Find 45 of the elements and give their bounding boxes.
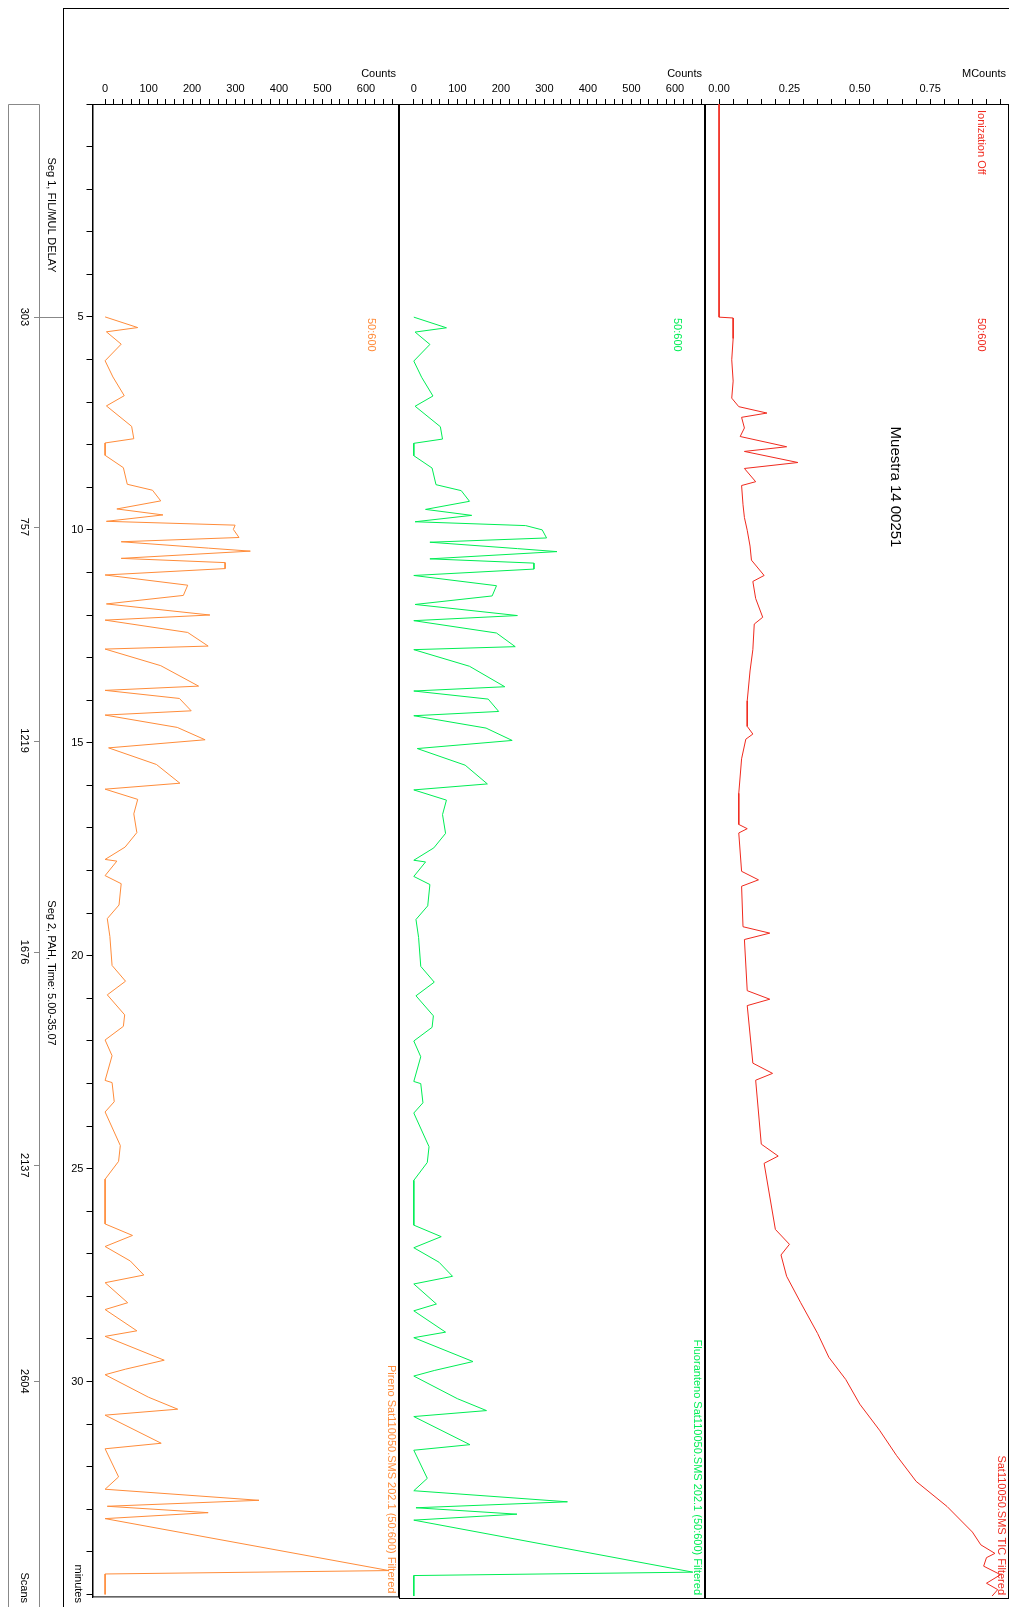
y2-tick-label: 1676 <box>18 939 31 965</box>
x-tick-label: 100 <box>139 82 158 95</box>
text: Pireno Sat110050.SMS 202.1 (50:600) Filtered <box>385 1364 398 1594</box>
x-tick-label: 400 <box>269 82 289 95</box>
y-tick-label: 20 <box>71 948 84 961</box>
y-tick-label: 30 <box>71 1374 84 1387</box>
text: Muestra 14 00251 <box>887 426 905 548</box>
x-tick-label: 0.00 <box>708 82 730 95</box>
y-axis-title: minutes <box>73 1564 86 1604</box>
x-tick-label: 0 <box>102 82 109 95</box>
y2-tick-label: 1219 <box>18 728 31 753</box>
y2-tick-label: 303 <box>18 307 31 326</box>
x-tick-label: 300 <box>535 82 554 95</box>
annotation: Ionization Off <box>975 110 988 176</box>
y2-tick-label: 2604 <box>18 1369 31 1394</box>
text: Seg 1, FIL/MUL DELAY <box>45 157 58 274</box>
x-tick-label: 0 <box>410 82 417 95</box>
text: Fluoranteno Sat110050.SMS 202.1 (50:600) Filtered <box>691 1339 704 1595</box>
annotation: 50:600 <box>671 318 684 352</box>
x-axis-title: MCounts <box>961 67 1007 80</box>
x-tick-label: 0.25 <box>778 82 801 95</box>
annotation: 50:600 <box>975 318 988 352</box>
x-tick-label: 500 <box>622 82 641 95</box>
x-axis-title: Counts <box>667 67 703 80</box>
y-tick-label: 15 <box>71 735 84 748</box>
x-tick-label: 400 <box>578 82 598 95</box>
x-axis-title: Counts <box>361 67 397 80</box>
annotation: 50:600 <box>365 318 378 352</box>
x-tick-label: 100 <box>448 82 467 95</box>
y2-axis-title: Scans <box>18 1572 31 1604</box>
y2-tick-label: 757 <box>18 517 31 537</box>
text: Seg 2, PAH, Time: 5.00-35.07 <box>45 900 58 1046</box>
x-tick-label: 500 <box>313 82 332 95</box>
x-tick-label: 200 <box>491 82 511 95</box>
text: Sat110050.SMS TIC Filtered <box>995 1455 1008 1595</box>
x-tick-label: 300 <box>226 82 245 95</box>
y-tick-label: 25 <box>71 1161 84 1174</box>
y-tick-label: 5 <box>77 309 84 322</box>
x-tick-label: 0.50 <box>849 82 871 95</box>
y2-tick-label: 2137 <box>18 1153 31 1178</box>
x-tick-label: 600 <box>665 82 685 95</box>
x-tick-label: 200 <box>182 82 202 95</box>
x-tick-label: 600 <box>356 82 376 95</box>
y-tick-label: 10 <box>71 522 84 535</box>
x-tick-label: 0.75 <box>919 82 941 95</box>
